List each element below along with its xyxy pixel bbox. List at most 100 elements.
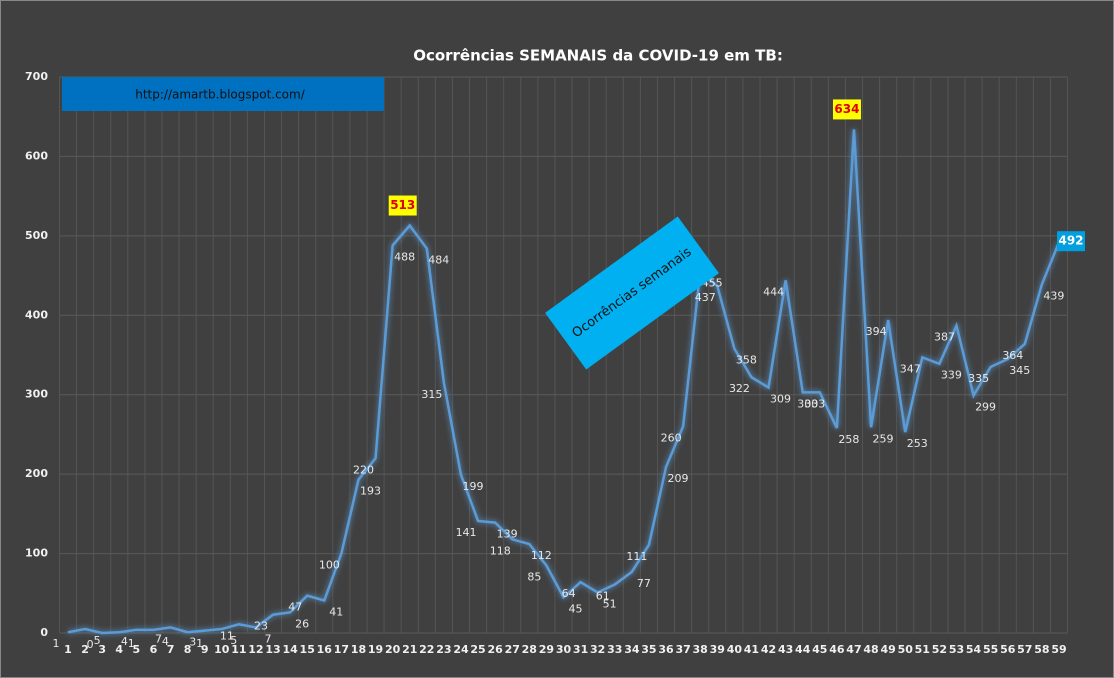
data-label: 492 — [1058, 234, 1083, 248]
data-label-box — [1057, 231, 1085, 252]
data-label: 100 — [319, 559, 340, 572]
data-label: 303 — [797, 397, 818, 410]
data-label: 488 — [394, 250, 415, 263]
data-label: 41 — [329, 605, 343, 618]
data-label: 77 — [637, 577, 651, 590]
x-tick-label: 54 — [966, 643, 982, 656]
data-label: 484 — [428, 254, 449, 267]
chart-title: Ocorrências SEMANAIS da COVID-19 em TB: — [413, 47, 783, 65]
x-tick-label: 2 — [81, 643, 89, 656]
data-label: 364 — [1002, 349, 1023, 362]
data-label: 1 — [128, 637, 135, 650]
x-tick-label: 8 — [184, 643, 192, 656]
x-tick-label: 53 — [949, 643, 964, 656]
x-tick-label: 21 — [402, 643, 417, 656]
data-label: 253 — [907, 437, 928, 450]
url-text: http://amartb.blogspot.com/ — [135, 88, 305, 102]
x-tick-label: 1 — [64, 643, 72, 656]
x-tick-label: 22 — [419, 643, 434, 656]
x-tick-label: 49 — [880, 643, 895, 656]
x-tick-label: 40 — [727, 643, 743, 656]
data-label: 4 — [162, 635, 169, 648]
data-label-box — [388, 195, 417, 216]
data-label: 387 — [934, 331, 955, 344]
data-label: 345 — [1009, 364, 1030, 377]
data-label: 141 — [456, 526, 477, 539]
data-label: 51 — [603, 597, 617, 610]
data-label: 299 — [975, 401, 996, 414]
x-tick-label: 19 — [368, 643, 383, 656]
y-tick-label: 0 — [40, 626, 48, 639]
x-tick-label: 9 — [201, 643, 209, 656]
data-label: 23 — [254, 620, 268, 633]
y-tick-label: 600 — [25, 149, 48, 162]
x-tick-label: 7 — [167, 643, 175, 656]
x-tick-label: 13 — [265, 643, 280, 656]
data-label: 47 — [288, 601, 302, 614]
data-label: 437 — [695, 291, 716, 304]
x-tick-label: 59 — [1051, 643, 1066, 656]
x-tick-label: 42 — [761, 643, 776, 656]
x-tick-label: 52 — [932, 643, 947, 656]
data-label: 111 — [626, 550, 647, 563]
x-tick-label: 6 — [150, 643, 158, 656]
data-label: 64 — [562, 587, 576, 600]
x-tick-label: 3 — [98, 643, 106, 656]
x-tick-label: 45 — [812, 643, 827, 656]
data-label: 61 — [596, 590, 610, 603]
x-tick-label: 47 — [846, 643, 861, 656]
x-tick-label: 18 — [351, 643, 366, 656]
x-tick-label: 28 — [522, 643, 537, 656]
x-tick-label: 12 — [248, 643, 263, 656]
data-label: 315 — [421, 388, 442, 401]
x-tick-label: 48 — [863, 643, 878, 656]
data-label: 7 — [264, 632, 271, 645]
data-label: 112 — [531, 549, 552, 562]
x-tick-label: 55 — [983, 643, 998, 656]
x-tick-label: 15 — [300, 643, 315, 656]
x-tick-label: 31 — [573, 643, 588, 656]
x-tick-label: 38 — [693, 643, 708, 656]
series-line — [67, 129, 1061, 635]
x-tick-label: 30 — [556, 643, 572, 656]
x-tick-label: 39 — [710, 643, 725, 656]
series-callout: Ocorrências semanais — [545, 216, 719, 370]
x-tick-label: 44 — [795, 643, 811, 656]
data-label: 7 — [155, 632, 162, 645]
data-label: 199 — [462, 480, 483, 493]
x-tick-label: 27 — [505, 643, 520, 656]
y-tick-label: 100 — [25, 547, 48, 560]
x-tick-label: 20 — [385, 643, 401, 656]
data-label: 26 — [295, 617, 309, 630]
x-tick-label: 24 — [453, 643, 469, 656]
data-label: 209 — [668, 472, 689, 485]
data-label: 358 — [736, 354, 757, 367]
x-tick-label: 33 — [607, 643, 622, 656]
x-tick-label: 10 — [214, 643, 230, 656]
x-tick-label: 43 — [778, 643, 793, 656]
x-tick-label: 5 — [133, 643, 141, 656]
data-label: 339 — [941, 369, 962, 382]
x-tick-label: 37 — [675, 643, 690, 656]
data-label: 220 — [353, 463, 374, 476]
data-label: 309 — [770, 393, 791, 406]
data-label: 259 — [873, 432, 894, 445]
data-label: 5 — [94, 634, 101, 647]
x-tick-label: 56 — [1000, 643, 1016, 656]
x-tick-label: 17 — [334, 643, 349, 656]
x-tick-label: 29 — [539, 643, 554, 656]
data-label: 11 — [220, 629, 234, 642]
y-tick-label: 700 — [25, 70, 48, 83]
y-tick-label: 400 — [25, 308, 48, 321]
x-tick-label: 35 — [641, 643, 656, 656]
data-label: 347 — [900, 362, 921, 375]
data-label: 258 — [838, 433, 859, 446]
data-label: 260 — [661, 431, 682, 444]
data-label: 439 — [1043, 289, 1064, 302]
data-label: 118 — [490, 544, 511, 557]
data-label: 1 — [53, 637, 60, 650]
data-label: 5 — [230, 634, 237, 647]
y-tick-label: 300 — [25, 388, 48, 401]
